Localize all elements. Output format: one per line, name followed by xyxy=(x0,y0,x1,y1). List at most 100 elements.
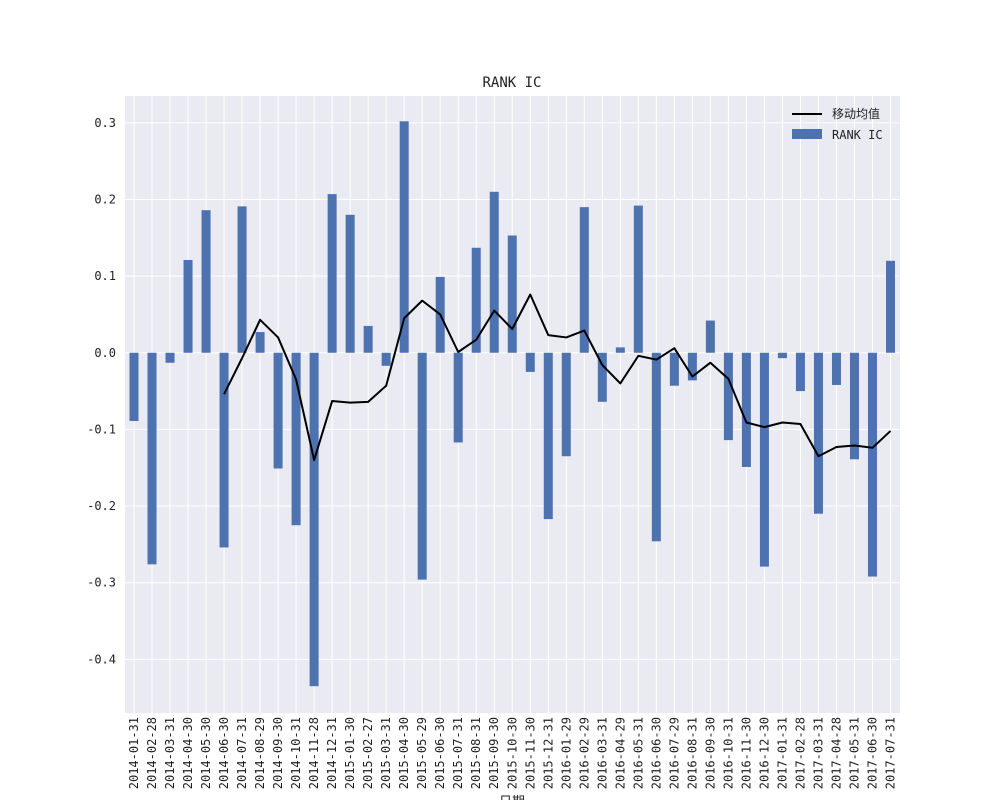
legend-bar-swatch xyxy=(792,129,822,139)
x-tick-label: 2016-07-29 xyxy=(667,717,681,789)
bar xyxy=(147,352,157,565)
x-tick-label: 2015-12-31 xyxy=(541,717,555,789)
y-axis: -0.4 -0.3 -0.2 -0.1 0.0 0.1 0.2 0.3 xyxy=(87,116,116,667)
y-tick-label: -0.4 xyxy=(87,652,116,666)
x-tick-label: 2016-12-30 xyxy=(757,717,771,789)
bar-series xyxy=(129,121,895,687)
bar xyxy=(597,352,607,402)
x-axis: 2014-01-31 2014-02-28 2014-03-31 2014-04-30… xyxy=(127,717,898,789)
legend-label-rank-ic: RANK IC xyxy=(832,128,883,142)
bar xyxy=(345,214,355,353)
bar xyxy=(705,320,715,353)
x-tick-label: 2014-04-30 xyxy=(181,717,195,789)
y-tick-label: -0.3 xyxy=(87,576,116,590)
x-tick-label: 2016-10-31 xyxy=(721,717,735,789)
x-tick-label: 2014-08-29 xyxy=(253,717,267,789)
bar xyxy=(723,352,733,441)
bar xyxy=(633,205,643,353)
bar xyxy=(471,247,481,353)
bar xyxy=(831,352,841,385)
x-tick-label: 2015-10-30 xyxy=(505,717,519,789)
x-tick-label: 2014-05-30 xyxy=(199,717,213,789)
x-tick-label: 2016-02-29 xyxy=(577,717,591,789)
bar xyxy=(453,352,463,443)
bar xyxy=(867,352,877,577)
bar xyxy=(813,352,823,514)
x-tick-label: 2015-02-27 xyxy=(361,717,375,789)
bar xyxy=(273,352,283,469)
x-axis-label: 日期 xyxy=(499,795,525,800)
x-tick-label: 2017-03-31 xyxy=(811,717,825,789)
bar xyxy=(309,352,319,687)
legend-label-moving-average: 移动均值 xyxy=(832,106,880,121)
x-tick-label: 2017-07-31 xyxy=(884,717,898,789)
moving-average-line xyxy=(223,293,892,462)
bar xyxy=(327,194,337,353)
x-tick-label: 2016-08-31 xyxy=(685,717,699,789)
x-tick-label: 2015-08-31 xyxy=(469,717,483,789)
bar xyxy=(399,121,409,353)
y-tick-label: 0.2 xyxy=(94,192,116,206)
bar xyxy=(886,260,895,353)
x-tick-label: 2017-05-31 xyxy=(847,717,861,789)
x-tick-label: 2014-12-31 xyxy=(325,717,339,789)
bar xyxy=(165,352,175,363)
y-tick-label: -0.2 xyxy=(87,499,116,513)
bar xyxy=(237,206,247,353)
moving-average-series xyxy=(223,293,892,462)
x-tick-label: 2015-01-30 xyxy=(343,717,357,789)
bar xyxy=(651,352,661,542)
x-tick-label: 2015-05-29 xyxy=(415,717,429,789)
bar xyxy=(507,235,517,353)
bar xyxy=(849,352,859,460)
bar xyxy=(561,352,571,457)
bar xyxy=(525,352,535,372)
x-tick-label: 2014-09-30 xyxy=(271,717,285,789)
bar xyxy=(579,207,589,353)
bar xyxy=(363,325,373,353)
x-tick-label: 2016-04-29 xyxy=(613,717,627,789)
bar xyxy=(219,352,229,548)
bar xyxy=(291,352,301,526)
y-tick-label: 0.3 xyxy=(94,116,116,130)
x-tick-label: 2014-06-30 xyxy=(217,717,231,789)
x-tick-label: 2014-11-28 xyxy=(307,717,321,789)
x-tick-label: 2015-07-31 xyxy=(451,717,465,789)
bar xyxy=(687,352,697,381)
x-tick-label: 2015-09-30 xyxy=(487,717,501,789)
x-tick-label: 2016-03-31 xyxy=(595,717,609,789)
x-tick-label: 2017-01-31 xyxy=(775,717,789,789)
x-tick-label: 2014-03-31 xyxy=(163,717,177,789)
bar xyxy=(129,352,139,421)
bar xyxy=(417,352,427,580)
x-tick-label: 2014-10-31 xyxy=(289,717,303,789)
legend: 移动均值 RANK IC xyxy=(792,106,883,142)
bar xyxy=(777,352,787,359)
x-tick-label: 2017-06-30 xyxy=(865,717,879,789)
x-tick-label: 2016-11-30 xyxy=(739,717,753,789)
bar xyxy=(543,352,553,520)
x-tick-label: 2016-01-29 xyxy=(559,717,573,789)
bar xyxy=(381,352,391,366)
x-tick-label: 2014-01-31 xyxy=(127,717,141,789)
bar xyxy=(183,260,193,353)
y-tick-label: -0.1 xyxy=(87,422,116,436)
x-tick-label: 2015-03-31 xyxy=(379,717,393,789)
bar xyxy=(489,191,499,353)
x-tick-label: 2015-06-30 xyxy=(433,717,447,789)
x-tick-label: 2014-02-28 xyxy=(145,717,159,789)
x-tick-label: 2015-11-30 xyxy=(523,717,537,789)
bar xyxy=(759,352,769,567)
x-tick-label: 2015-04-30 xyxy=(397,717,411,789)
y-tick-label: 0.0 xyxy=(94,346,116,360)
y-tick-label: 0.1 xyxy=(94,269,116,283)
x-tick-label: 2016-06-30 xyxy=(649,717,663,789)
x-tick-label: 2014-07-31 xyxy=(235,717,249,789)
bar xyxy=(795,352,805,392)
x-tick-label: 2016-05-31 xyxy=(631,717,645,789)
bar xyxy=(615,347,625,353)
x-tick-label: 2017-04-28 xyxy=(829,717,843,789)
x-tick-label: 2016-09-30 xyxy=(703,717,717,789)
bar xyxy=(255,332,265,353)
